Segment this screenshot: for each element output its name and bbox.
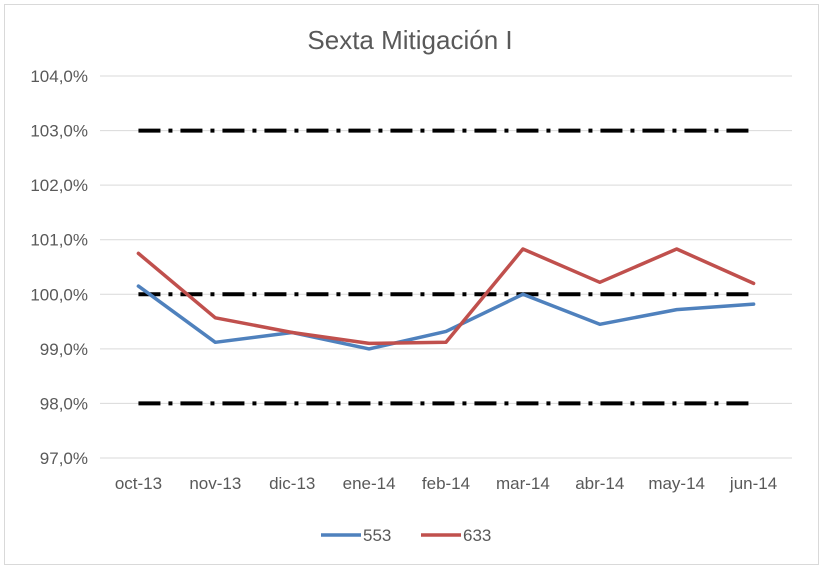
y-tick-label: 101,0% bbox=[30, 231, 88, 250]
y-tick-label: 102,0% bbox=[30, 176, 88, 195]
x-tick-label: abr-14 bbox=[575, 474, 624, 493]
x-tick-label: may-14 bbox=[648, 474, 705, 493]
x-tick-label: dic-13 bbox=[269, 474, 315, 493]
series-lines bbox=[136, 247, 756, 351]
x-tick-label: feb-14 bbox=[422, 474, 470, 493]
chart-title: Sexta Mitigación I bbox=[307, 25, 512, 55]
y-tick-label: 103,0% bbox=[30, 122, 88, 141]
x-tick-label: nov-13 bbox=[189, 474, 241, 493]
legend-label: 633 bbox=[463, 526, 491, 545]
y-tick-label: 97,0% bbox=[40, 449, 88, 468]
y-tick-label: 104,0% bbox=[30, 67, 88, 86]
series-line-553 bbox=[136, 284, 756, 351]
chart-frame bbox=[4, 4, 819, 565]
y-tick-label: 100,0% bbox=[30, 285, 88, 304]
y-tick-label: 98,0% bbox=[40, 394, 88, 413]
y-tick-label: 99,0% bbox=[40, 340, 88, 359]
x-tick-label: jun-14 bbox=[729, 474, 777, 493]
gridlines bbox=[100, 75, 792, 459]
legend-label: 553 bbox=[363, 526, 391, 545]
x-tick-label: mar-14 bbox=[496, 474, 550, 493]
x-axis-tick-labels: oct-13 nov-13 dic-13 ene-14 feb-14 mar-14 abr-… bbox=[115, 474, 777, 493]
y-axis-tick-labels: 97,0% 98,0% 99,0% 100,0% 101,0% 102,0% 103,0% 1… bbox=[30, 67, 88, 468]
reference-lines bbox=[138, 128, 754, 406]
x-tick-label: ene-14 bbox=[343, 474, 396, 493]
series-line-633 bbox=[136, 247, 756, 346]
x-tick-label: oct-13 bbox=[115, 474, 162, 493]
legend: 553 633 bbox=[321, 526, 491, 545]
